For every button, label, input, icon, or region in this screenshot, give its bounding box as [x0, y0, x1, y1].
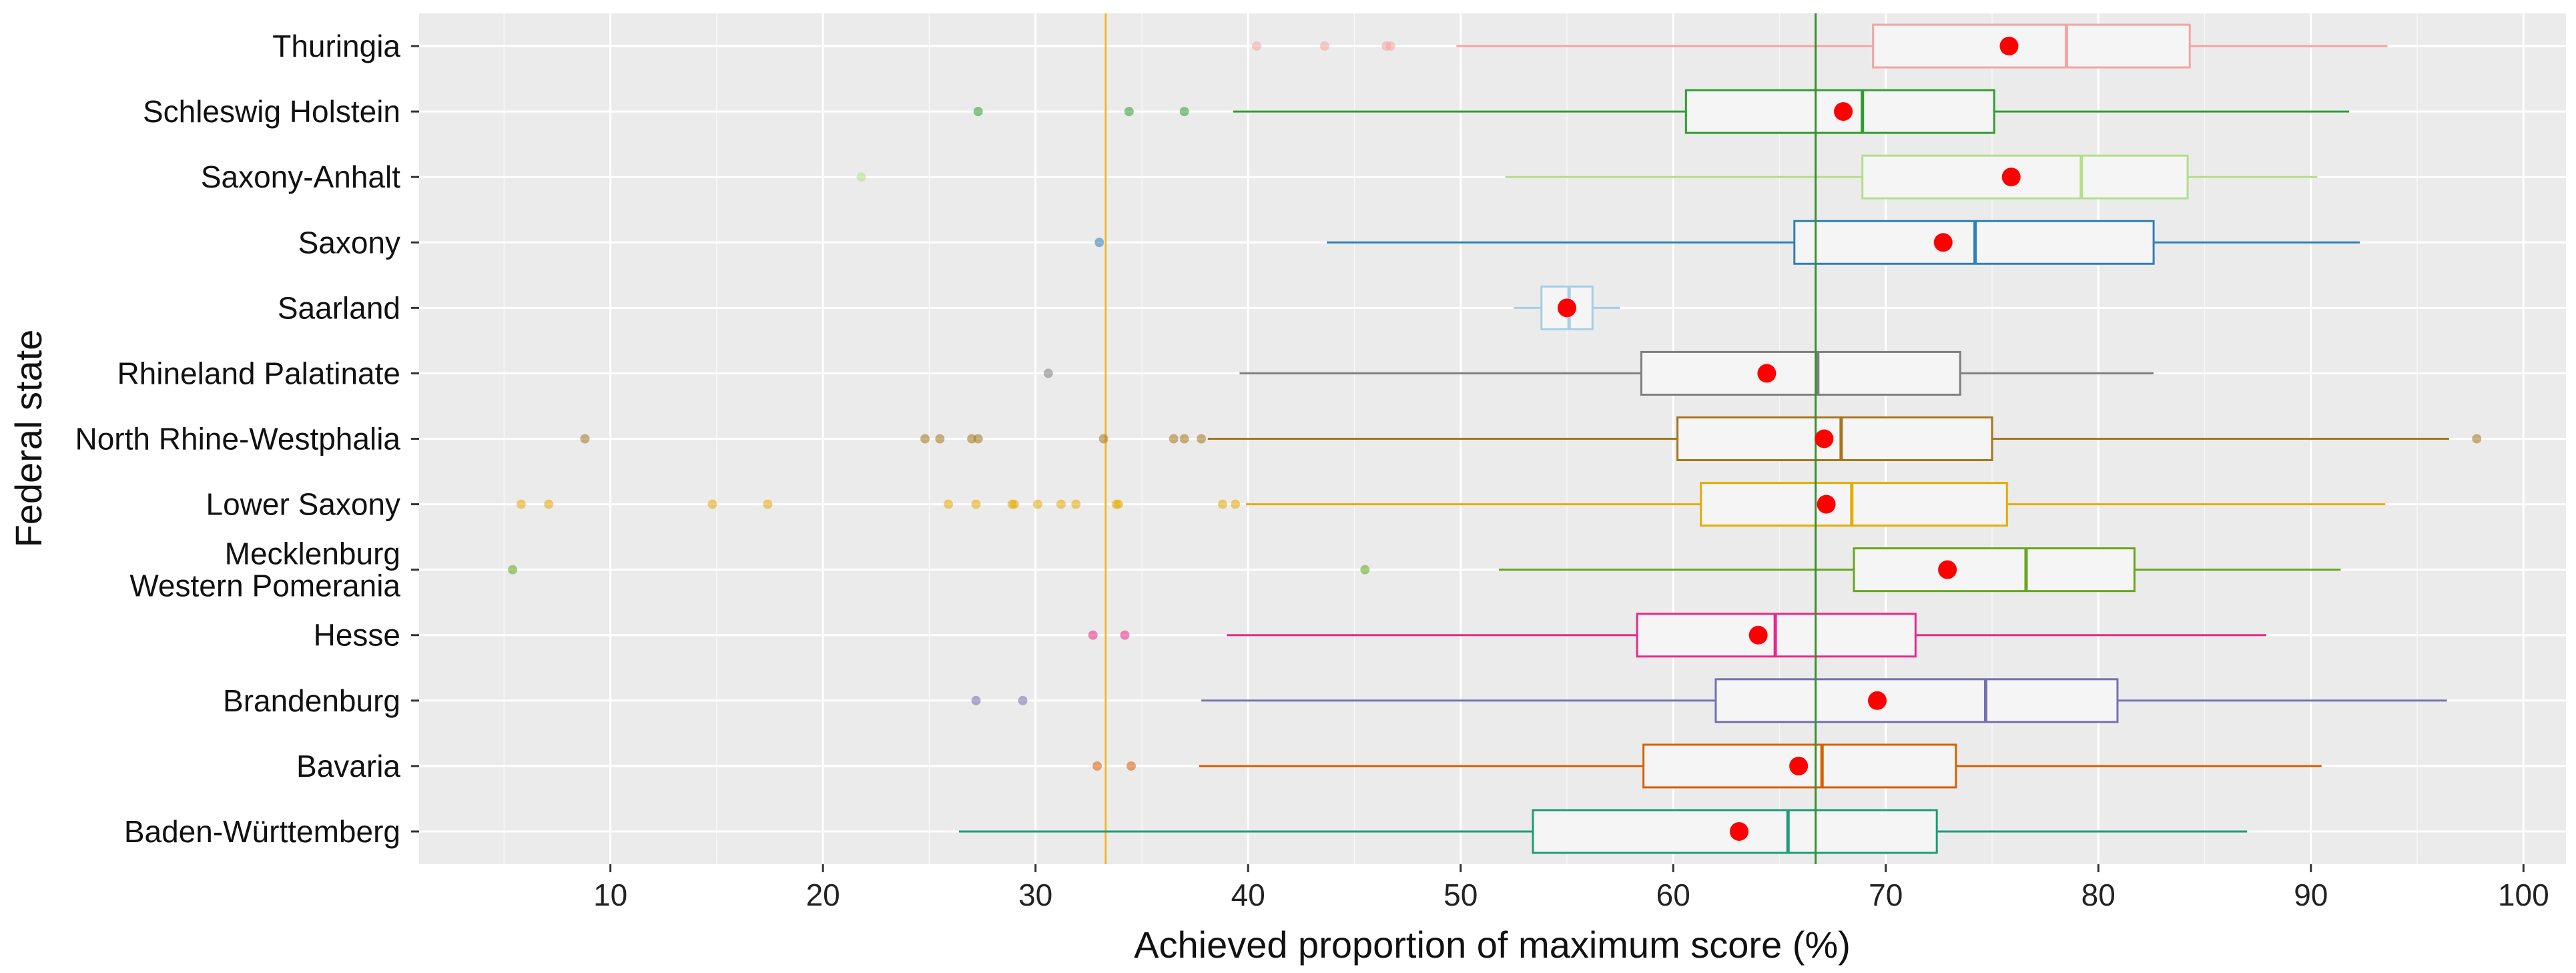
- y-category-label: Rhineland Palatinate: [117, 356, 400, 390]
- outlier-point: [1056, 499, 1066, 509]
- boxes-layer: [508, 13, 2482, 864]
- outlier-point: [1360, 565, 1370, 575]
- outlier-point: [1179, 107, 1189, 117]
- y-axis-title: Federal state: [7, 330, 49, 548]
- box-group: [580, 416, 2482, 461]
- outlier-point: [1071, 499, 1081, 509]
- x-tick-label: 60: [1656, 878, 1690, 912]
- outlier-point: [1098, 434, 1108, 444]
- outlier-point: [1094, 238, 1104, 248]
- outlier-point: [1043, 368, 1053, 378]
- x-tick-label: 20: [806, 878, 840, 912]
- outlier-point: [1169, 434, 1179, 444]
- outlier-point: [920, 434, 930, 444]
- outlier-point: [1032, 499, 1042, 509]
- y-category-label: Lower Saxony: [206, 487, 401, 522]
- x-tick-label: 90: [2294, 878, 2328, 912]
- y-category-label: Thuringia: [272, 29, 400, 63]
- outlier-point: [544, 499, 554, 509]
- y-category-label: Western Pomerania: [129, 569, 400, 603]
- iqr-box: [1853, 547, 2136, 593]
- outlier-point: [1385, 41, 1395, 51]
- x-tick-label: 30: [1018, 878, 1052, 912]
- y-category-label: Saxony-Anhalt: [201, 159, 400, 194]
- outlier-point: [971, 499, 981, 509]
- mean-point: [1834, 102, 1853, 121]
- y-category-label: Hesse: [314, 618, 400, 653]
- outlier-point: [707, 499, 717, 509]
- mean-point: [1868, 691, 1887, 710]
- mean-point: [1938, 560, 1957, 579]
- mean-point: [1757, 364, 1777, 383]
- y-category-label: Schleswig Holstein: [143, 94, 400, 129]
- outlier-point: [763, 499, 773, 509]
- outlier-point: [935, 434, 945, 444]
- outlier-point: [1088, 630, 1098, 640]
- y-category-label: Brandenburg: [223, 683, 400, 718]
- mean-point: [1729, 822, 1748, 841]
- y-category-label: Baden-Württemberg: [124, 814, 400, 849]
- outlier-point: [1179, 434, 1189, 444]
- box-group: [516, 482, 2386, 527]
- mean-point: [1557, 298, 1576, 318]
- x-tick-label: 40: [1231, 878, 1265, 912]
- x-axis: 10 20 30 40 50 60 70 80 90 100: [593, 864, 2549, 912]
- x-tick-label: 10: [593, 878, 627, 912]
- outlier-point: [973, 107, 983, 117]
- box-group: [1088, 613, 2266, 658]
- outlier-point: [1126, 761, 1137, 771]
- box-group: [1043, 350, 2154, 396]
- outlier-point: [971, 695, 981, 705]
- mean-point: [1748, 625, 1768, 645]
- outlier-point: [580, 434, 590, 444]
- outlier-point: [973, 434, 983, 444]
- box-group: [971, 678, 2447, 723]
- outlier-point: [516, 499, 526, 509]
- iqr-box: [1700, 482, 2008, 527]
- x-tick-label: 70: [1869, 878, 1903, 912]
- outlier-point: [1092, 761, 1102, 771]
- outlier-point: [1319, 41, 1329, 51]
- outlier-point: [1009, 499, 1019, 509]
- mean-point: [1789, 756, 1809, 775]
- x-axis-title: Achieved proportion of maximum score (%): [1134, 924, 1851, 966]
- iqr-box: [1872, 23, 2191, 69]
- box-group: [856, 154, 2318, 200]
- outlier-point: [1197, 434, 1207, 444]
- outlier-point: [1120, 630, 1130, 640]
- mean-point: [2001, 168, 2021, 187]
- y-axis: Thuringia Schleswig Holstein Saxony-Anhalt…: [75, 29, 419, 849]
- outlier-point: [1251, 41, 1261, 51]
- outlier-point: [1113, 499, 1123, 509]
- x-tick-label: 100: [2498, 878, 2549, 912]
- outlier-point: [1124, 107, 1134, 117]
- outlier-point: [944, 499, 954, 509]
- x-tick-label: 50: [1443, 878, 1478, 912]
- x-tick-label: 80: [2081, 878, 2116, 912]
- iqr-box: [1676, 416, 1993, 461]
- outlier-point: [508, 565, 518, 575]
- outlier-point: [1231, 499, 1241, 509]
- mean-point: [1933, 233, 1953, 252]
- box-group: [1251, 23, 2388, 69]
- mean-point: [1815, 429, 1834, 448]
- mean-point: [1999, 37, 2019, 56]
- outlier-point: [856, 172, 866, 182]
- y-category-label: Saxony: [298, 225, 400, 260]
- y-category-label: Mecklenburg: [225, 537, 400, 571]
- box-group: [508, 547, 2341, 593]
- y-category-label: North Rhine-Westphalia: [75, 422, 401, 456]
- iqr-box: [1714, 678, 2119, 723]
- mean-point: [1817, 495, 1836, 514]
- outlier-point: [2472, 434, 2482, 444]
- y-category-label: Bavaria: [296, 749, 400, 783]
- outlier-point: [1217, 499, 1227, 509]
- iqr-box: [1861, 154, 2189, 200]
- iqr-box: [1640, 350, 1961, 396]
- box-group: [1094, 220, 2360, 265]
- y-category-label: Saarland: [278, 290, 400, 325]
- outlier-point: [1018, 695, 1028, 705]
